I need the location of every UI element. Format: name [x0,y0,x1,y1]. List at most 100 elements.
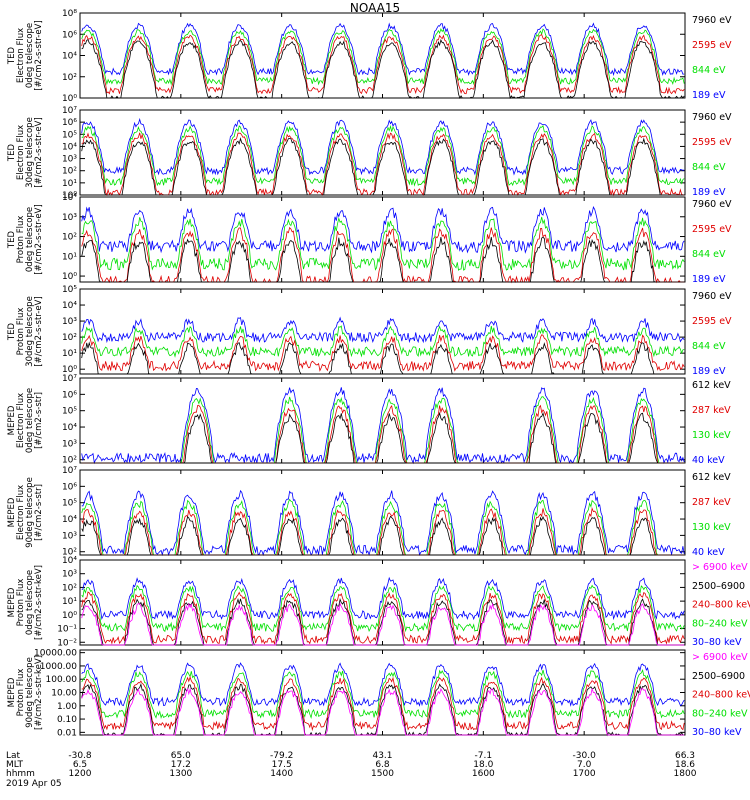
panel-8: 0.01 0.10 1.00 10.00 100.00 1000.00 10000.00 ME… [7,649,750,739]
y-tick-label: 10⁶ [62,30,77,40]
y-axis-label: TED [7,143,17,162]
y-axis-label: 0deg telescope [25,570,35,635]
y-tick-label: 1000.00 [40,662,77,672]
x-tick-lat: -30.0 [573,751,597,761]
legend-entry: 2595 eV [692,40,732,51]
x-tick-mlt: 18.6 [675,760,695,770]
y-tick-label: 10³ [62,439,77,449]
x-tick-mlt: 17.2 [171,760,191,770]
series-trace [81,683,685,737]
y-axis-label: 0deg telescope [25,207,35,272]
y-axis-label: Electron Flux [16,28,26,83]
y-tick-label: 10² [62,73,77,83]
series-trace [81,325,685,358]
y-tick-label: 10⁰ [62,272,77,282]
x-tick-hhmm: 1600 [472,769,495,779]
y-axis-label: 30deg telescope [25,296,35,367]
series-trace [81,597,685,646]
series-trace [81,22,685,77]
y-tick-label: 10² [62,456,77,466]
y-axis-label: 30deg telescope [25,117,35,188]
legend-entry: 287 keV [692,405,731,416]
y-axis-label: MEPED [7,405,17,435]
panel-frame [79,196,686,283]
y-tick-label: 10⁶ [62,482,77,492]
y-tick-label: 10⁰ [62,611,77,621]
y-axis-label: 90deg telescope [25,657,35,728]
y-axis-label: Proton Flux [16,308,26,356]
x-tick-hhmm: 1500 [371,769,394,779]
date-label: 2019 Apr 05 [6,779,62,789]
series-trace [81,396,685,464]
panel-7: 10⁻² 10⁻¹ 10⁰ 10¹ 10² 10³ 10⁴ MEPED Proton Flux 0… [7,556,750,648]
y-axis-label: TED [7,46,17,65]
y-axis-label: [#/cm2-s-str-keV] [34,655,44,730]
x-tick-mlt: 7.0 [577,760,592,770]
y-axis-label: [#/cm2-s-str] [34,392,44,449]
series-trace [81,34,685,95]
series-trace [81,137,685,196]
y-tick-label: 10³ [62,155,77,165]
legend-entry: 7960 eV [692,291,732,302]
y-tick-label: 10³ [62,570,77,580]
y-axis-label: 0deg telescope [25,388,35,453]
x-tick-hhmm: 1700 [573,769,596,779]
legend-entry: 844 eV [692,341,726,352]
panel-6: 10² 10³ 10⁴ 10⁵ 10⁶ 10⁷ MEPED Electron Flux 90de… [7,466,731,558]
y-tick-label: 10⁵ [62,130,77,140]
legend-entry: 130 keV [692,430,731,441]
legend-entry: 612 keV [692,380,731,391]
y-axis-label: [#/cm2-s-str-eV] [34,20,44,90]
y-axis-label: Proton Flux [16,669,26,717]
y-axis-label: TED [7,230,17,249]
legend-entry: 189 eV [692,274,726,285]
y-tick-label: 10⁴ [62,142,77,152]
legend-entry: 844 eV [692,65,726,76]
series-trace [81,662,685,707]
series-trace [81,387,685,465]
x-tick-lat: 65.0 [171,751,191,761]
y-tick-label: 10⁷ [62,466,77,476]
legend-entry: 2500–6900 [692,581,745,592]
legend-entry: 2500–6900 [692,671,745,682]
series-trace [81,675,685,732]
y-axis-label: [#/cm2-s-str] [34,484,44,541]
y-tick-label: 10⁶ [62,390,77,400]
legend-entry: 7960 eV [692,199,732,210]
legend-entry: 189 eV [692,187,726,198]
y-tick-label: 10⁰ [62,191,77,201]
x-axis-row-label: MLT [6,760,24,770]
y-tick-label: 10¹ [62,179,77,189]
series-trace [81,117,685,176]
legend-entry: 2595 eV [692,316,732,327]
y-tick-label: 10² [62,583,77,593]
y-tick-label: 10³ [62,213,77,223]
y-tick-label: 10⁵ [62,285,77,295]
y-tick-label: 10³ [62,317,77,327]
y-axis-label: 90deg telescope [25,477,35,548]
series-trace [81,668,685,720]
y-tick-label: 10⁵ [62,407,77,417]
y-axis-label: Proton Flux [16,579,26,627]
y-tick-label: 10⁻¹ [57,625,77,635]
legend-entry: 240–800 keV [692,690,750,701]
legend-entry: 7960 eV [692,112,732,123]
x-tick-lat: 66.3 [675,751,695,761]
y-tick-label: 10¹ [62,252,77,262]
x-tick-mlt: 6.8 [375,760,390,770]
series-trace [81,602,685,646]
y-axis-label: Electron Flux [16,393,26,448]
y-axis-label: Proton Flux [16,216,26,264]
y-tick-label: 1.00 [57,702,77,712]
legend-entry: > 6900 keV [692,562,748,573]
series-trace [81,124,685,187]
y-axis-label: [#/cm2-s-str-keV] [34,565,44,640]
y-tick-label: 10² [62,167,77,177]
y-tick-label: 10¹ [62,349,77,359]
y-axis-label: [#/cm2-s-str-eV] [34,117,44,187]
y-tick-label: 10⁴ [62,52,77,62]
x-tick-lat: 43.1 [372,751,392,761]
series-trace [81,576,685,621]
y-tick-label: 10⁻² [57,638,77,648]
